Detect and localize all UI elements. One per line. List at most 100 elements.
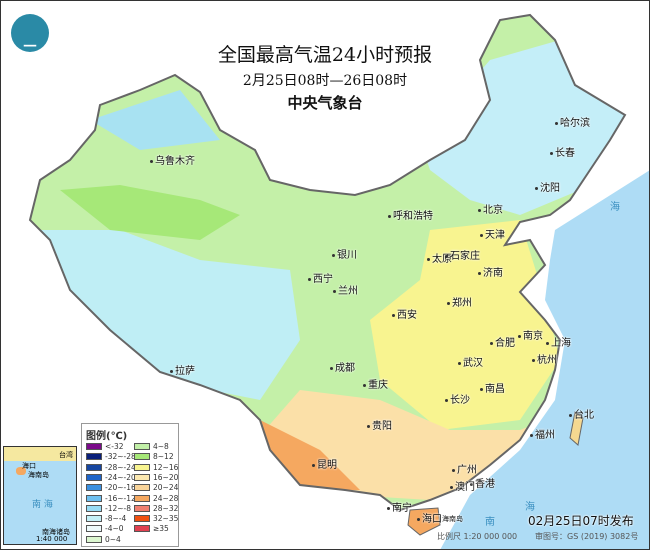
legend-label: 4~8 [153, 442, 169, 451]
city-dot [387, 506, 390, 510]
city-dot [470, 482, 473, 486]
city-label: 上海 [546, 334, 571, 349]
legend-item: 28~32 [134, 504, 178, 513]
south-china-sea-inset: 海口 海南岛 台湾 南 海 南海诸岛 1:40 000 000 [3, 446, 77, 545]
city-dot [546, 341, 549, 345]
legend-item: ≥35 [134, 524, 169, 533]
city-name: 南昌 [485, 384, 505, 395]
city-dot [363, 383, 366, 387]
city-dot [535, 186, 538, 190]
city-label: 成都 [330, 359, 355, 374]
review-number: 审图号：GS (2019) 3082号 [535, 532, 639, 541]
legend-item: <-32 [86, 442, 124, 451]
legend-label: -12~-8 [105, 503, 132, 513]
city-dot [490, 341, 493, 345]
city-dot [550, 151, 553, 155]
city-label: 呼和浩特 [388, 207, 433, 222]
legend-label: 24~28 [153, 493, 179, 503]
legend-swatch [134, 484, 150, 492]
inset-island: 海南岛 [28, 471, 49, 479]
legend-item: 32~35 [134, 514, 178, 523]
city-name: 沈阳 [540, 183, 560, 194]
city-label: 香港 [470, 475, 495, 490]
legend-label: -24~-20 [105, 472, 136, 482]
city-dot [569, 413, 572, 417]
city-dot [330, 366, 333, 370]
cma-logo-icon: _ [11, 14, 49, 52]
city-dot [478, 271, 481, 275]
inset-islands: 南海诸岛 [42, 528, 70, 536]
taiwan-island [569, 411, 584, 446]
legend-label: -28~-24 [105, 462, 136, 472]
city-name: 台北 [574, 410, 594, 421]
city-name: 海口 [422, 514, 442, 525]
legend-swatch [134, 443, 150, 450]
legend-label: 16~20 [153, 472, 179, 482]
city-name: 银川 [337, 250, 357, 261]
city-name: 兰州 [338, 286, 358, 297]
city-name: 天津 [485, 230, 505, 241]
city-dot [445, 398, 448, 402]
city-dot [308, 277, 311, 281]
issuer: 中央气象台 [287, 94, 363, 112]
city-name: 香港 [475, 479, 495, 490]
city-name: 长春 [555, 148, 575, 159]
city-dot [478, 208, 481, 212]
city-label: 杭州 [532, 351, 557, 366]
scale-text: 比例尺 1:20 000 000 [437, 532, 518, 541]
city-label: 长沙 [445, 391, 470, 406]
legend-item: -8~-4 [86, 514, 126, 523]
city-name: 武汉 [463, 358, 483, 369]
inset-city: 海口 [22, 462, 36, 470]
issue-time: 02月25日07时发布 [528, 514, 634, 528]
city-label: 贵阳 [367, 417, 392, 432]
legend-swatch [86, 535, 102, 543]
city-name: 上海 [551, 338, 571, 349]
city-name: 合肥 [495, 338, 515, 349]
city-dot [555, 121, 558, 125]
city-label: 哈尔滨 [555, 114, 590, 129]
legend-item: 20~24 [134, 483, 178, 492]
city-label: 拉萨 [170, 362, 195, 377]
forecast-period: 2月25日08时—26日08时 [242, 73, 408, 89]
city-label: 兰州 [333, 282, 358, 297]
map-title: 全国最高气温24小时预报 [217, 44, 433, 66]
legend-item: -32~-28 [86, 452, 136, 461]
city-dot [388, 214, 391, 218]
city-label: 沈阳 [535, 179, 560, 194]
legend-swatch [86, 443, 102, 450]
legend-label: 32~35 [153, 514, 179, 524]
city-name: 重庆 [368, 380, 388, 391]
legend-item: 16~20 [134, 473, 178, 482]
city-dot [447, 301, 450, 305]
city-name: 哈尔滨 [560, 118, 590, 129]
city-dot [480, 387, 483, 391]
city-label: 西安 [392, 306, 417, 321]
legend-swatch [134, 525, 150, 533]
city-dot [170, 369, 173, 373]
legend-item: -28~-24 [86, 463, 136, 472]
city-name: 澳门 [455, 482, 475, 493]
city-dot [445, 254, 448, 258]
city-label: 西宁 [308, 270, 333, 285]
city-label: 海口 [417, 510, 442, 525]
city-label: 澳门 [450, 478, 475, 493]
city-label: 武汉 [458, 354, 483, 369]
city-label: 广州 [452, 461, 477, 476]
city-name: 呼和浩特 [393, 211, 433, 222]
sea-label: 南 [485, 515, 495, 528]
city-name: 拉萨 [175, 366, 195, 377]
legend-swatch [134, 463, 150, 471]
city-label: 福州 [530, 426, 555, 441]
city-label: 长春 [550, 144, 575, 159]
city-name: 贵阳 [372, 421, 392, 432]
city-dot [452, 468, 455, 472]
legend-item: 8~12 [134, 452, 174, 461]
city-label: 南京 [518, 327, 543, 342]
legend-label: -32~-28 [105, 452, 136, 462]
city-label: 太原 [427, 250, 452, 265]
city-dot [367, 424, 370, 428]
legend-label: 0~4 [105, 534, 121, 544]
city-name: 济南 [483, 268, 503, 279]
